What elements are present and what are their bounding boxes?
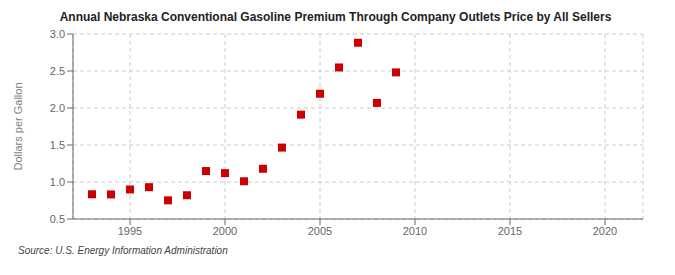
- svg-text:2020: 2020: [593, 225, 617, 237]
- html-text:Annual Nebraska Conventional G: Annual Nebraska Conventional Gasoline Pr…: [59, 10, 612, 24]
- svg-text:2.5: 2.5: [50, 65, 65, 77]
- html-text:Source: U.S. Energy Informatio: Source: U.S. Energy Information Administ…: [18, 245, 228, 256]
- svg-text:0.5: 0.5: [50, 213, 65, 225]
- svg-text:Dollars per Gallon: Dollars per Gallon: [12, 82, 24, 170]
- svg-text:1.5: 1.5: [50, 139, 65, 151]
- svg-text:2015: 2015: [498, 225, 522, 237]
- svg-text:3.0: 3.0: [50, 28, 65, 40]
- svg-text:1.0: 1.0: [50, 176, 65, 188]
- svg-text:2000: 2000: [213, 225, 237, 237]
- svg-text:2010: 2010: [403, 225, 427, 237]
- svg-text:2.0: 2.0: [50, 102, 65, 114]
- svg-text:1995: 1995: [118, 225, 142, 237]
- svg-text:2005: 2005: [308, 225, 332, 237]
